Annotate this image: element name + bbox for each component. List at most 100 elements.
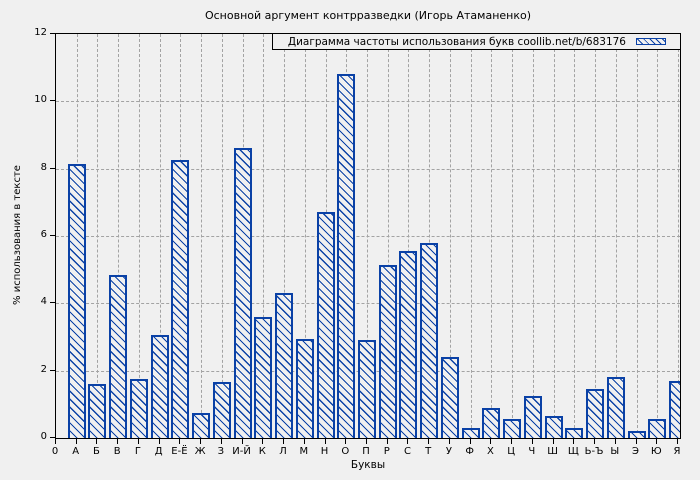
legend: Диаграмма частоты использования букв coo… <box>272 34 680 50</box>
x-tick-mark <box>96 439 98 444</box>
v-gridline <box>408 34 410 438</box>
x-tick-label: 0 <box>51 446 59 457</box>
x-tick-label: Х <box>486 446 494 457</box>
x-tick-mark <box>241 439 243 444</box>
bar <box>482 407 501 438</box>
bar <box>523 395 542 438</box>
v-gridline <box>97 34 99 438</box>
y-tick-label: 0 <box>40 431 47 442</box>
bar <box>544 416 563 438</box>
x-tick-mark <box>324 439 326 444</box>
x-tick-mark <box>55 439 56 444</box>
bar <box>129 379 148 438</box>
v-gridline <box>470 34 472 438</box>
bar <box>440 357 459 438</box>
x-tick-label: Ш <box>547 446 558 457</box>
x-tick-label: Л <box>279 446 287 457</box>
x-tick-mark <box>220 439 222 444</box>
bar <box>565 427 584 438</box>
legend-label: Диаграмма частоты использования букв coo… <box>287 35 626 48</box>
v-gridline <box>304 34 306 438</box>
v-gridline <box>159 34 161 438</box>
x-tick-mark <box>573 439 575 444</box>
x-tick-mark <box>552 439 554 444</box>
x-tick-mark <box>407 439 409 444</box>
x-tick-mark <box>366 439 367 444</box>
x-tick-label: Ц <box>507 446 515 457</box>
x-tick-mark <box>656 439 658 444</box>
v-gridline <box>138 34 140 438</box>
x-tick-label: Э <box>632 446 640 457</box>
v-gridline <box>221 34 223 438</box>
v-gridline <box>636 34 638 438</box>
x-axis-label: Буквы <box>350 459 386 471</box>
x-tick-label: З <box>217 446 225 457</box>
x-tick-mark <box>428 439 430 444</box>
x-tick-mark <box>262 439 264 444</box>
bar <box>88 384 107 438</box>
x-tick-mark <box>490 439 492 444</box>
x-tick-mark <box>179 439 181 444</box>
x-tick-mark <box>448 439 450 444</box>
y-tick-label: 4 <box>40 296 47 308</box>
bar <box>420 242 439 438</box>
y-tick-mark <box>50 100 55 102</box>
chart-title: Основной аргумент контрразведки (Игорь А… <box>204 9 532 22</box>
x-tick-mark <box>200 439 202 444</box>
bar <box>295 338 314 438</box>
x-tick-label: Ю <box>650 446 662 457</box>
x-tick-label: М <box>299 446 309 457</box>
x-tick-label: О <box>341 446 350 457</box>
y-tick-label: 12 <box>34 27 47 38</box>
x-tick-mark <box>677 439 678 444</box>
bar <box>109 274 128 438</box>
v-gridline <box>491 34 493 438</box>
x-tick-mark <box>635 439 637 444</box>
y-tick-mark <box>50 33 55 34</box>
bar <box>586 389 605 438</box>
bar <box>233 148 252 438</box>
v-gridline <box>429 34 431 438</box>
x-tick-mark <box>594 439 596 444</box>
bar <box>378 264 397 438</box>
h-gridline <box>56 303 680 305</box>
bar <box>358 340 376 438</box>
bar <box>171 160 190 438</box>
x-tick-mark <box>283 439 285 444</box>
x-tick-label: П <box>362 446 370 457</box>
x-tick-label: В <box>113 446 121 457</box>
y-tick-label: 2 <box>40 363 47 375</box>
bar <box>669 380 680 438</box>
v-gridline <box>387 34 389 438</box>
bar <box>150 335 169 438</box>
x-tick-mark <box>303 439 305 444</box>
x-tick-mark <box>117 439 119 444</box>
v-gridline <box>263 34 265 438</box>
h-gridline <box>56 101 680 103</box>
y-tick-label: 6 <box>40 229 47 240</box>
x-tick-label: Е-Ё <box>171 446 188 457</box>
v-gridline <box>532 34 534 438</box>
x-tick-label: Щ <box>567 446 579 457</box>
x-tick-label: Н <box>320 446 329 457</box>
bar <box>316 212 335 438</box>
y-tick-mark <box>50 369 55 371</box>
x-tick-label: Д <box>154 446 163 457</box>
v-gridline <box>201 34 203 438</box>
x-tick-label: И-Й <box>232 446 251 457</box>
y-tick-label: 8 <box>40 161 47 173</box>
x-tick-label: Б <box>93 446 100 457</box>
x-tick-label: К <box>258 446 266 457</box>
v-gridline <box>595 34 597 438</box>
v-gridline <box>284 34 286 438</box>
bar <box>648 419 667 438</box>
v-gridline <box>678 34 679 438</box>
x-tick-label: Р <box>383 446 390 457</box>
v-gridline <box>574 34 576 438</box>
legend-hatch-swatch-icon <box>636 38 666 45</box>
h-gridline <box>56 236 680 237</box>
v-gridline <box>615 34 617 438</box>
bar <box>275 293 294 438</box>
v-gridline <box>118 34 120 438</box>
bar <box>67 163 86 438</box>
